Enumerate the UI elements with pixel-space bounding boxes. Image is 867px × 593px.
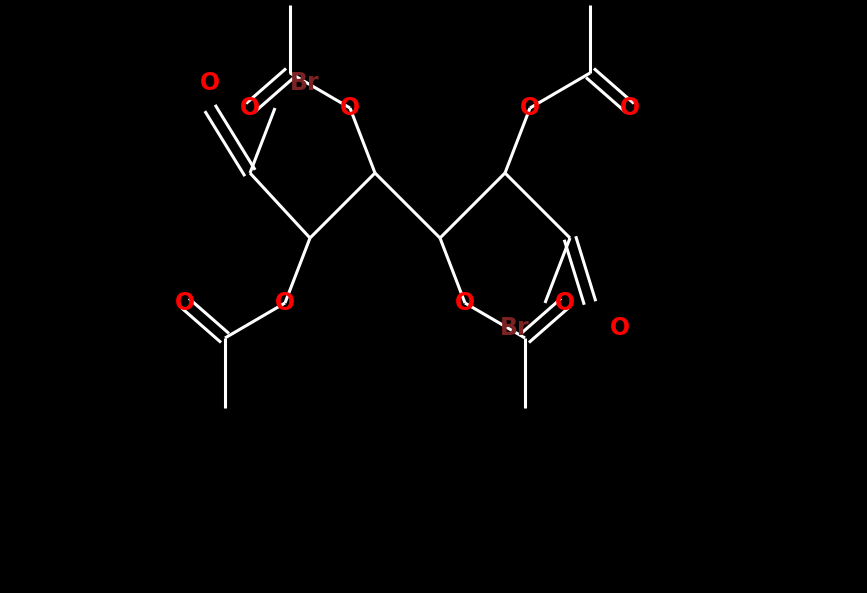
- Text: Br: Br: [500, 316, 530, 340]
- Text: O: O: [455, 291, 475, 315]
- Text: O: O: [200, 71, 220, 95]
- Text: O: O: [275, 291, 295, 315]
- Text: O: O: [340, 96, 360, 120]
- Text: O: O: [240, 96, 260, 120]
- Text: O: O: [610, 316, 630, 340]
- Text: Br: Br: [290, 71, 320, 95]
- Text: O: O: [175, 291, 195, 315]
- Text: O: O: [620, 96, 640, 120]
- Text: O: O: [555, 291, 575, 315]
- Text: O: O: [520, 96, 540, 120]
